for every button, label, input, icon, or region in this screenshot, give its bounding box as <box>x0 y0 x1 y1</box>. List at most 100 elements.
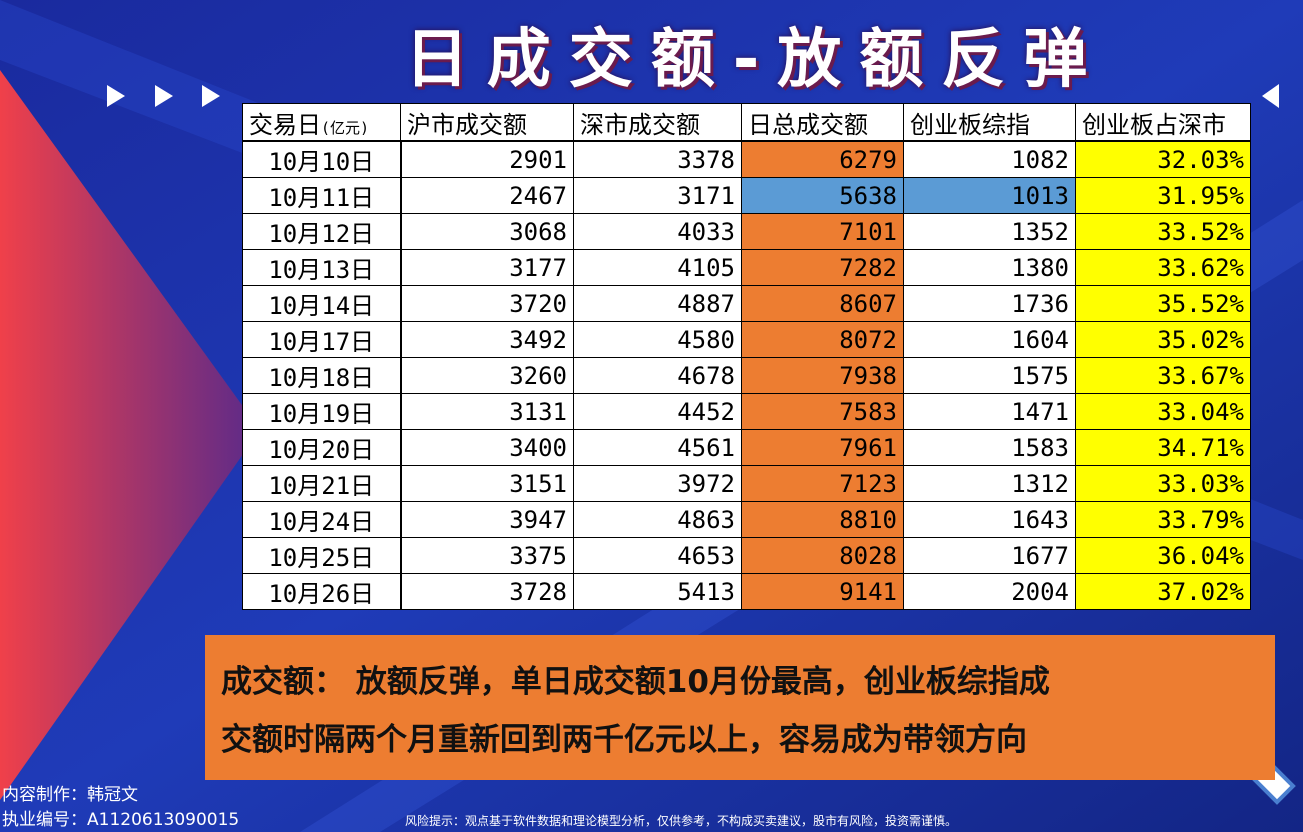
table-cell: 35.02% <box>1075 321 1251 358</box>
column-header: 交易日(亿元) <box>242 103 401 142</box>
table-cell: 8810 <box>741 501 904 538</box>
table-cell: 1643 <box>903 501 1076 538</box>
table-row: 10月24日 3947 4863 8810 1643 33.79% <box>242 501 1251 538</box>
table-cell: 10月21日 <box>242 465 402 502</box>
table-row: 10月14日 3720 4887 8607 1736 35.52% <box>242 285 1251 322</box>
table-row: 10月12日 3068 4033 7101 1352 33.52% <box>242 213 1251 250</box>
table-row: 10月13日 3177 4105 7282 1380 33.62% <box>242 249 1251 286</box>
table-cell: 7583 <box>741 393 904 430</box>
table-cell: 35.52% <box>1075 285 1251 322</box>
table-cell: 4678 <box>573 357 742 394</box>
table-cell: 4033 <box>573 213 742 250</box>
table-cell: 4452 <box>573 393 742 430</box>
table-cell: 3177 <box>400 249 574 286</box>
table-cell: 7961 <box>741 429 904 466</box>
table-cell: 1082 <box>903 140 1076 178</box>
table-cell: 10月25日 <box>242 537 402 574</box>
table-cell: 10月10日 <box>242 140 402 178</box>
table-cell: 33.03% <box>1075 465 1251 502</box>
table-cell: 31.95% <box>1075 177 1251 214</box>
title: 日成交额-放额反弹 <box>404 23 1106 97</box>
table-cell: 7123 <box>741 465 904 502</box>
table-cell: 9141 <box>741 573 904 610</box>
table-cell: 3720 <box>400 285 574 322</box>
table-cell: 10月19日 <box>242 393 402 430</box>
table-cell: 8607 <box>741 285 904 322</box>
table-cell: 33.79% <box>1075 501 1251 538</box>
table-cell: 4580 <box>573 321 742 358</box>
table-cell: 7938 <box>741 357 904 394</box>
risk-note: 风险提示：观点基于软件数据和理论模型分析，仅供参考，不构成买卖建议，股市有风险，… <box>405 814 958 828</box>
table-cell: 1604 <box>903 321 1076 358</box>
table-cell: 3068 <box>400 213 574 250</box>
column-header: 日总成交额 <box>741 103 904 142</box>
table-cell: 32.03% <box>1075 140 1251 178</box>
table-cell: 5413 <box>573 573 742 610</box>
table-cell: 34.71% <box>1075 429 1251 466</box>
table-cell: 3972 <box>573 465 742 502</box>
data-table: 交易日(亿元) 沪市成交额 深市成交额 日总成交额 创业板综指 创业板占深市 10月10日… <box>242 103 1251 610</box>
license: 执业编号：A1120613090015 <box>2 810 240 830</box>
table-row: 10月11日 2467 3171 5638 1013 31.95% <box>242 177 1251 214</box>
table-cell: 3728 <box>400 573 574 610</box>
table-cell: 2901 <box>400 140 574 178</box>
table-cell: 1380 <box>903 249 1076 286</box>
table-cell: 8028 <box>741 537 904 574</box>
table-row: 10月21日 3151 3972 7123 1312 33.03% <box>242 465 1251 502</box>
table-cell: 2467 <box>400 177 574 214</box>
table-cell: 3492 <box>400 321 574 358</box>
table-cell: 10月26日 <box>242 573 402 610</box>
table-cell: 10月24日 <box>242 501 402 538</box>
column-header: 创业板占深市 <box>1075 103 1251 142</box>
unit-label: (亿元) <box>321 118 370 137</box>
table-cell: 1471 <box>903 393 1076 430</box>
summary-line: 交额时隔两个月重新回到两千亿元以上，容易成为带领方向 <box>221 722 1027 758</box>
table-cell: 3378 <box>573 140 742 178</box>
table-row: 10月10日 2901 3378 6279 1082 32.03% <box>242 140 1251 178</box>
table-cell: 1677 <box>903 537 1076 574</box>
table-cell: 33.04% <box>1075 393 1251 430</box>
table-row: 10月18日 3260 4678 7938 1575 33.67% <box>242 357 1251 394</box>
table-cell: 10月18日 <box>242 357 402 394</box>
table-cell: 7282 <box>741 249 904 286</box>
table-cell: 1575 <box>903 357 1076 394</box>
table-cell: 37.02% <box>1075 573 1251 610</box>
table-cell: 4105 <box>573 249 742 286</box>
table-cell: 2004 <box>903 573 1076 610</box>
table-row: 10月25日 3375 4653 8028 1677 36.04% <box>242 537 1251 574</box>
table-cell: 1583 <box>903 429 1076 466</box>
table-cell: 5638 <box>741 177 904 214</box>
summary-line: 成交额： 放额反弹，单日成交额10月份最高，创业板综指成 <box>221 664 1050 700</box>
table-cell: 4653 <box>573 537 742 574</box>
column-header: 沪市成交额 <box>400 103 574 142</box>
header-row: 交易日(亿元) 沪市成交额 深市成交额 日总成交额 创业板综指 创业板占深市 <box>242 103 1251 142</box>
table-cell: 4863 <box>573 501 742 538</box>
table-cell: 10月11日 <box>242 177 402 214</box>
table-cell: 33.62% <box>1075 249 1251 286</box>
table-cell: 1736 <box>903 285 1076 322</box>
table-cell: 3171 <box>573 177 742 214</box>
table-cell: 10月17日 <box>242 321 402 358</box>
table-cell: 3947 <box>400 501 574 538</box>
table-cell: 3375 <box>400 537 574 574</box>
summary-box: 成交额： 放额反弹，单日成交额10月份最高，创业板综指成 交额时隔两个月重新回到… <box>205 635 1275 780</box>
table-cell: 3151 <box>400 465 574 502</box>
table-cell: 10月20日 <box>242 429 402 466</box>
table-cell: 10月13日 <box>242 249 402 286</box>
table-cell: 7101 <box>741 213 904 250</box>
table-cell: 1013 <box>903 177 1076 214</box>
table-cell: 8072 <box>741 321 904 358</box>
table-cell: 3400 <box>400 429 574 466</box>
table-cell: 6279 <box>741 140 904 178</box>
column-header: 深市成交额 <box>573 103 742 142</box>
table-row: 10月26日 3728 5413 9141 2004 37.02% <box>242 573 1251 610</box>
table-cell: 33.52% <box>1075 213 1251 250</box>
table-cell: 4561 <box>573 429 742 466</box>
table-cell: 36.04% <box>1075 537 1251 574</box>
table-row: 10月19日 3131 4452 7583 1471 33.04% <box>242 393 1251 430</box>
table-cell: 10月12日 <box>242 213 402 250</box>
table-row: 10月20日 3400 4561 7961 1583 34.71% <box>242 429 1251 466</box>
table-cell: 3131 <box>400 393 574 430</box>
author: 内容制作：韩冠文 <box>2 785 138 805</box>
